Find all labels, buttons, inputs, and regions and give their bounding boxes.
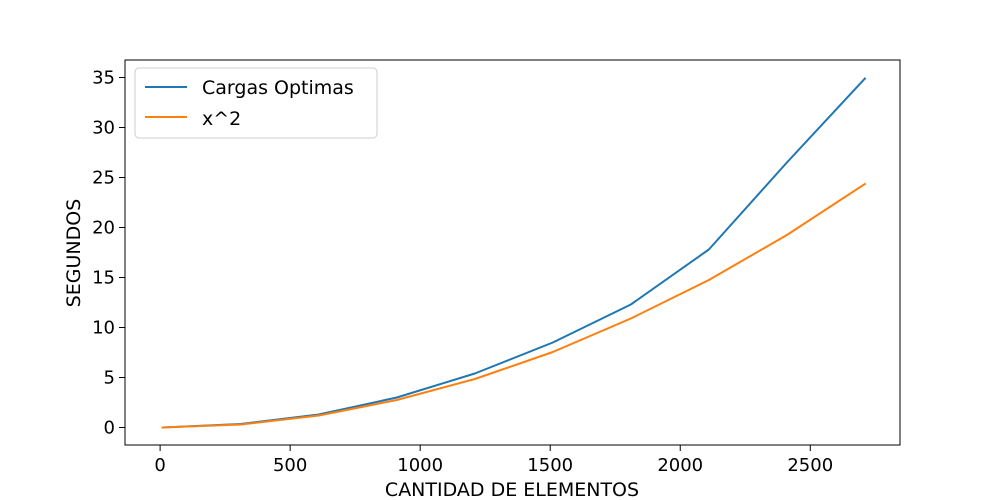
- series-line-1: [161, 182, 867, 429]
- y-tick-label: 15: [92, 268, 115, 289]
- x-axis-label: CANTIDAD DE ELEMENTOS: [385, 479, 639, 500]
- legend-box: [134, 67, 378, 139]
- y-tick-label: 30: [92, 118, 115, 139]
- legend-label-x-squared: x^2: [202, 108, 241, 130]
- y-axis-label: SEGUNDOS: [63, 199, 85, 308]
- legend-label-cargas-optimas: Cargas Optimas: [202, 77, 354, 99]
- y-tick-label: 35: [92, 68, 115, 89]
- y-tick-label: 25: [92, 168, 115, 189]
- y-axis: 0 5 10 15 20 25 30 35: [92, 68, 125, 439]
- y-tick-label: 10: [92, 318, 115, 339]
- y-tick-label: 20: [92, 218, 115, 239]
- x-tick-label: 2500: [787, 455, 833, 476]
- legend: Cargas Optimas x^2: [134, 67, 378, 139]
- x-tick-label: 0: [154, 455, 165, 476]
- x-tick-label: 1000: [397, 455, 443, 476]
- y-tick-label: 0: [104, 418, 115, 439]
- x-axis: 0 500 1000 1500 2000 2500: [154, 445, 833, 476]
- x-tick-label: 1500: [527, 455, 573, 476]
- plot-area: [161, 77, 867, 429]
- y-tick-label: 5: [104, 368, 115, 389]
- plot-frame: [124, 59, 901, 446]
- x-tick-label: 500: [273, 455, 307, 476]
- x-tick-label: 2000: [657, 455, 703, 476]
